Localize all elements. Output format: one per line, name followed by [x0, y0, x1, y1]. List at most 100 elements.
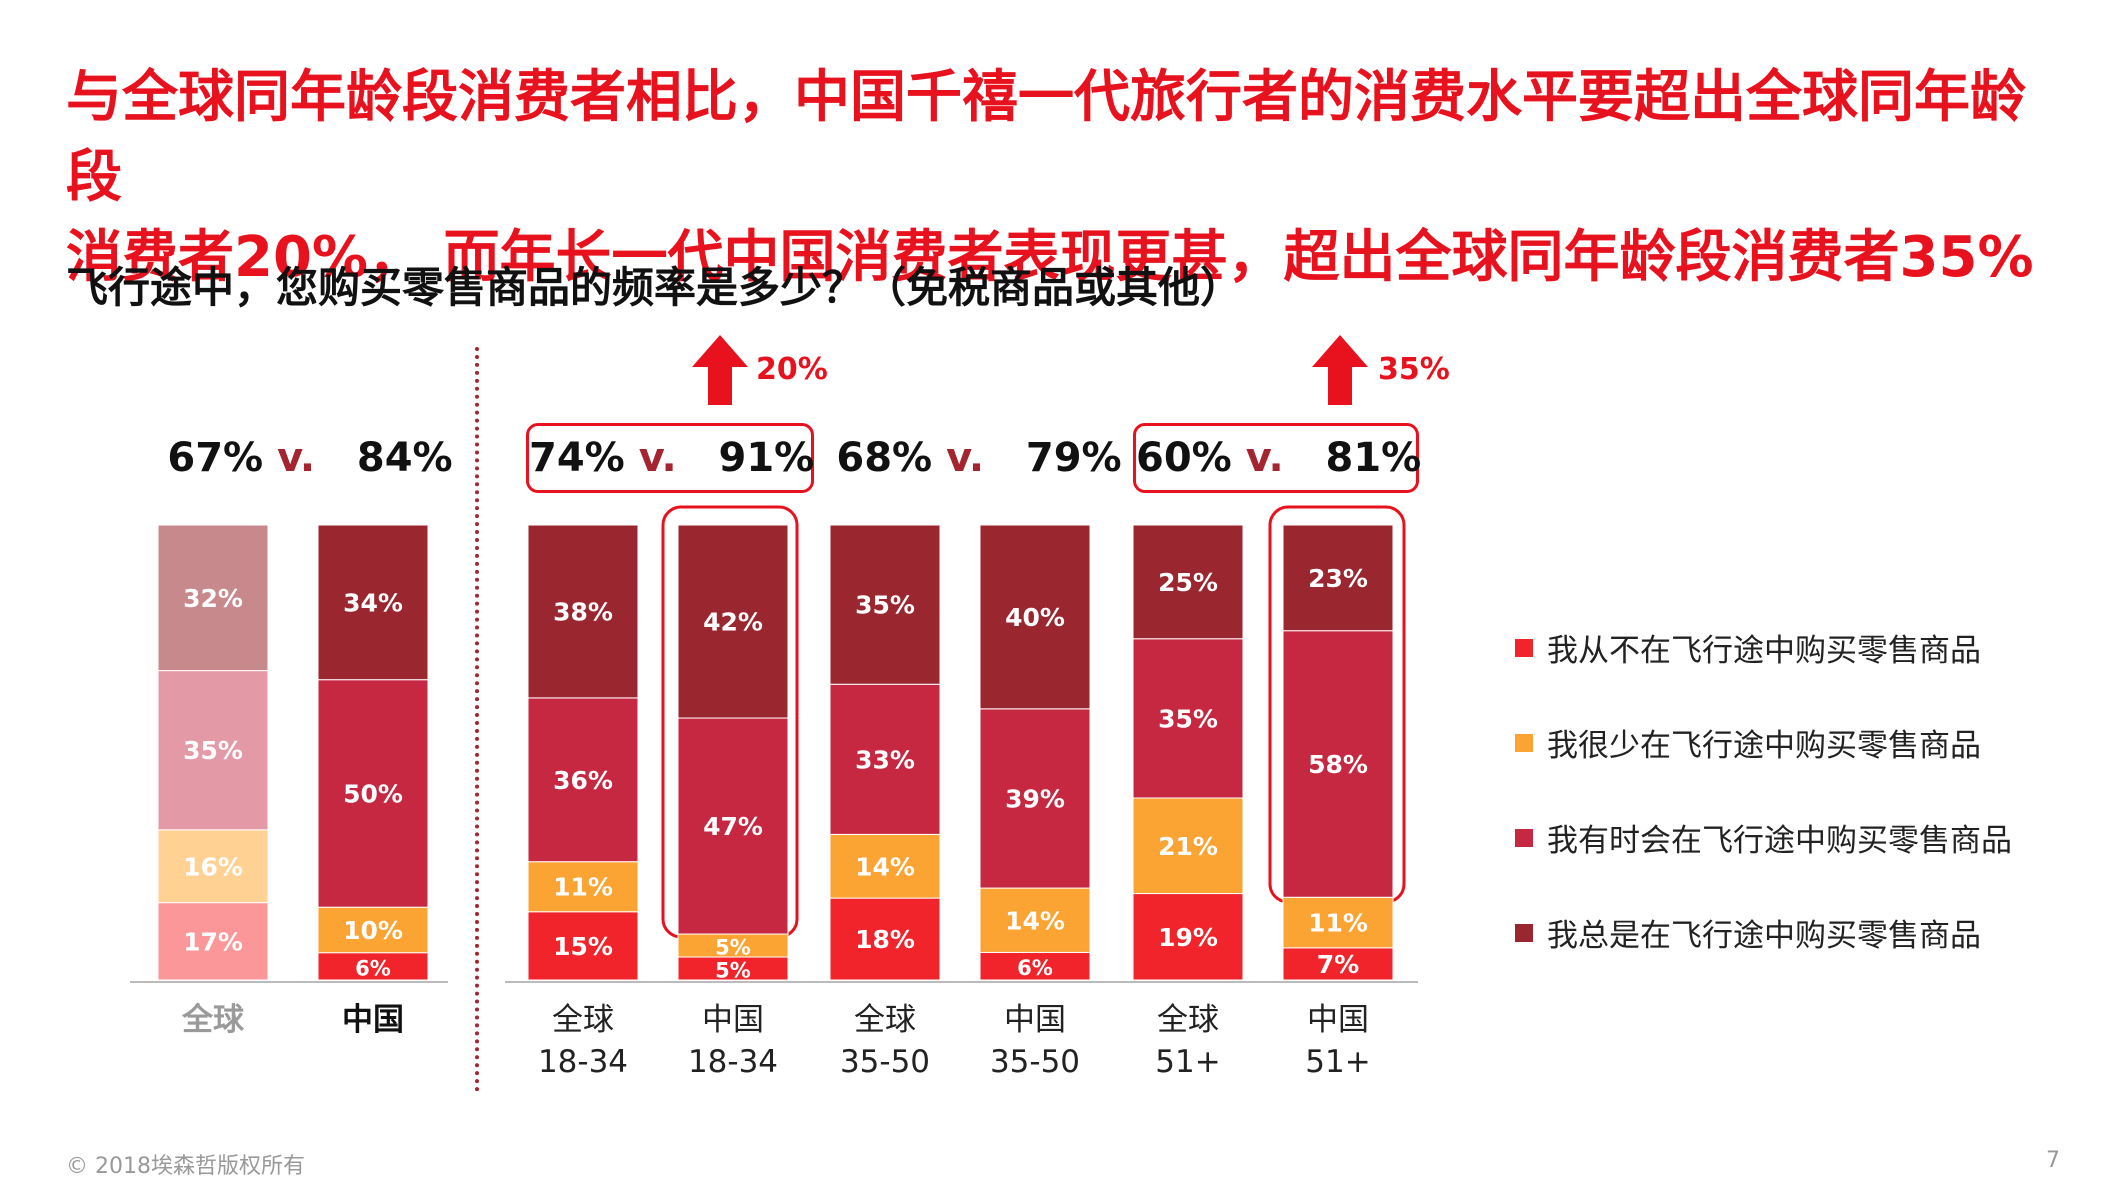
- uplift-51-plus: 35%: [1378, 352, 1450, 387]
- category-label: 全球: [1157, 1002, 1219, 1038]
- category-label: 中国: [1004, 1002, 1066, 1038]
- headline: 与全球同年龄段消费者相比，中国千禧一代旅行者的消费水平要超出全球同年龄段 消费者…: [66, 58, 2066, 298]
- comparison-18-34: 74% v. 91%: [526, 423, 814, 493]
- bar-segment-never: [829, 897, 941, 981]
- category-label: 全球: [181, 1002, 245, 1038]
- comparison-overall: 67% v. 84%: [160, 428, 460, 488]
- bar-segment-always: [829, 524, 941, 685]
- copyright: © 2018埃森哲版权所有: [66, 1154, 305, 1179]
- survey-question: 飞行途中，您购买零售商品的频率是多少？（免税商品或其他）: [66, 263, 1243, 312]
- comparison-18-34-vs: v.: [638, 435, 677, 481]
- bar-data-label: 50%: [343, 779, 403, 808]
- bar-data-label: 32%: [183, 584, 243, 613]
- bar-data-label: 35%: [855, 591, 915, 620]
- bar-segment-always: [677, 524, 789, 719]
- bar-data-label: 36%: [553, 766, 613, 795]
- bar-data-label: 21%: [1158, 832, 1218, 861]
- bar-data-label: 14%: [855, 852, 915, 881]
- category-label: 51+: [1305, 1044, 1370, 1080]
- legend-item-sometimes: 我有时会在飞行途中购买零售商品: [1515, 790, 2012, 885]
- bar-data-label: 17%: [183, 927, 243, 956]
- bar-segment-sometimes: [317, 679, 429, 908]
- legend-label: 我很少在飞行途中购买零售商品: [1547, 728, 1981, 764]
- category-label: 51+: [1155, 1044, 1220, 1080]
- bar-segment-always: [157, 524, 269, 672]
- bar-segment-sometimes: [527, 697, 639, 863]
- uplift-arrow-icon: [1312, 335, 1368, 405]
- bar-segment-sometimes: [979, 708, 1091, 889]
- group-divider: [475, 347, 479, 1092]
- bar-segment-never: [527, 911, 639, 981]
- comparison-overall-left: 67%: [167, 435, 264, 481]
- comparison-51-plus-vs: v.: [1245, 435, 1284, 481]
- bar-data-label: 47%: [703, 812, 763, 841]
- bar-data-label: 33%: [855, 745, 915, 774]
- category-label: 中国: [342, 1002, 404, 1038]
- headline-line-1: 与全球同年龄段消费者相比，中国千禧一代旅行者的消费水平要超出全球同年龄段: [66, 65, 2026, 210]
- category-label: 35-50: [840, 1044, 930, 1080]
- bar-data-label: 35%: [183, 736, 243, 765]
- legend-swatch: [1515, 638, 1533, 657]
- bar-data-label: 19%: [1158, 923, 1218, 952]
- bar-data-label: 15%: [553, 932, 613, 961]
- bar-data-label: 6%: [1017, 956, 1053, 980]
- category-label: 35-50: [990, 1044, 1080, 1080]
- legend-item-always: 我总是在飞行途中购买零售商品: [1515, 885, 2012, 980]
- category-label: 全球: [552, 1002, 614, 1038]
- bar-data-label: 38%: [553, 597, 613, 626]
- bar-data-label: 16%: [183, 852, 243, 881]
- bar-segment-never: [317, 952, 429, 981]
- legend-label: 我有时会在飞行途中购买零售商品: [1547, 823, 2012, 859]
- headline-line-2: 消费者20%， 而年长一代中国消费者表现更甚，超出全球同年龄段消费者35%: [66, 225, 2034, 290]
- bar-segment-always: [979, 524, 1091, 710]
- bar-data-label: 58%: [1308, 750, 1368, 779]
- bar-data-label: 5%: [715, 959, 751, 983]
- bar-data-label: 23%: [1308, 564, 1368, 593]
- bar-segment-sometimes: [829, 683, 941, 835]
- bar-data-label: 10%: [343, 916, 403, 945]
- category-label: 18-34: [688, 1044, 778, 1080]
- category-label: 全球: [854, 1002, 916, 1038]
- bar-data-label: 18%: [855, 925, 915, 954]
- bar-data-label: 42%: [703, 608, 763, 637]
- bar-data-label: 34%: [343, 588, 403, 617]
- comparison-51-plus: 60% v. 81%: [1133, 423, 1422, 493]
- comparison-overall-right: 84%: [356, 435, 453, 481]
- comparison-35-50: 68% v. 79%: [835, 428, 1123, 488]
- bar-data-label: 11%: [553, 873, 613, 902]
- bar-data-label: 35%: [1158, 704, 1218, 733]
- bar-segment-rarely: [979, 887, 1091, 953]
- bar-segment-always: [1282, 524, 1394, 632]
- bar-segment-always: [527, 524, 639, 699]
- category-label: 中国: [1307, 1002, 1369, 1038]
- uplift-18-34: 20%: [756, 352, 828, 387]
- bar-data-label: 25%: [1158, 568, 1218, 597]
- legend-item-never: 我从不在飞行途中购买零售商品: [1515, 600, 2012, 695]
- category-label: 中国: [702, 1002, 764, 1038]
- comparison-35-50-right: 79%: [1025, 435, 1122, 481]
- legend-swatch: [1515, 733, 1533, 752]
- comparison-overall-vs: v.: [277, 435, 316, 481]
- comparison-51-plus-right: 81%: [1325, 435, 1422, 481]
- bar-data-label: 39%: [1005, 784, 1065, 813]
- bar-data-label: 6%: [355, 956, 391, 980]
- bar-segment-always: [317, 524, 429, 681]
- bar-segment-rarely: [1132, 797, 1244, 895]
- bar-data-label: 11%: [1308, 909, 1368, 938]
- bar-segment-sometimes: [677, 717, 789, 935]
- bar-data-label: 14%: [1005, 906, 1065, 935]
- legend-swatch: [1515, 828, 1533, 847]
- bar-data-label: 7%: [1317, 950, 1359, 979]
- bar-segment-always: [1132, 524, 1244, 640]
- legend-label: 我从不在飞行途中购买零售商品: [1547, 633, 1981, 669]
- category-label: 18-34: [538, 1044, 628, 1080]
- bar-segment-never: [1132, 893, 1244, 981]
- comparison-35-50-vs: v.: [946, 435, 985, 481]
- bar-segment-rarely: [527, 861, 639, 913]
- legend-swatch: [1515, 923, 1533, 942]
- comparison-18-34-right: 91%: [718, 435, 815, 481]
- bar-segment-sometimes: [157, 670, 269, 831]
- bar-segment-never: [157, 902, 269, 981]
- comparison-51-plus-left: 60%: [1136, 435, 1232, 481]
- bar-segment-rarely: [317, 906, 429, 954]
